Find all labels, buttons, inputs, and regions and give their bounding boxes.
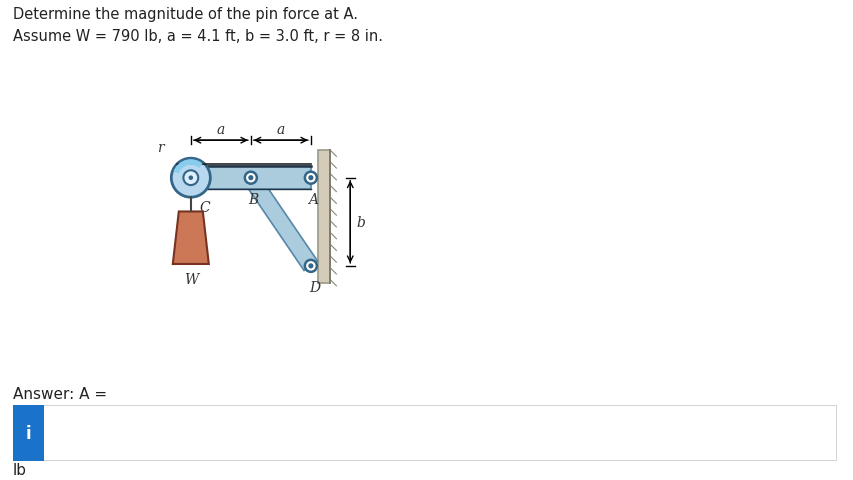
Text: r: r <box>157 141 164 155</box>
Bar <box>318 150 329 283</box>
Text: b: b <box>356 216 365 229</box>
Circle shape <box>249 177 252 180</box>
Circle shape <box>305 172 316 184</box>
Text: a: a <box>276 123 285 137</box>
Circle shape <box>183 171 198 186</box>
Text: Answer: A =: Answer: A = <box>13 386 107 401</box>
Text: Assume W = 790 lb, a = 4.1 ft, b = 3.0 ft, r = 8 in.: Assume W = 790 lb, a = 4.1 ft, b = 3.0 f… <box>13 29 382 44</box>
FancyBboxPatch shape <box>13 406 836 461</box>
Text: A: A <box>307 192 317 206</box>
Text: C: C <box>200 201 210 215</box>
Circle shape <box>309 177 312 180</box>
Text: D: D <box>309 280 320 295</box>
Polygon shape <box>172 212 209 264</box>
Circle shape <box>189 177 192 180</box>
Text: lb: lb <box>13 462 26 477</box>
Bar <box>190 167 310 190</box>
Circle shape <box>309 264 312 268</box>
Text: B: B <box>248 192 258 206</box>
Polygon shape <box>244 174 317 271</box>
Text: Determine the magnitude of the pin force at A.: Determine the magnitude of the pin force… <box>13 7 357 22</box>
FancyBboxPatch shape <box>13 406 44 461</box>
Text: i: i <box>26 424 32 442</box>
Text: a: a <box>217 123 224 137</box>
Circle shape <box>305 260 316 272</box>
Text: W: W <box>183 273 198 287</box>
Circle shape <box>245 172 257 184</box>
Circle shape <box>171 159 210 198</box>
